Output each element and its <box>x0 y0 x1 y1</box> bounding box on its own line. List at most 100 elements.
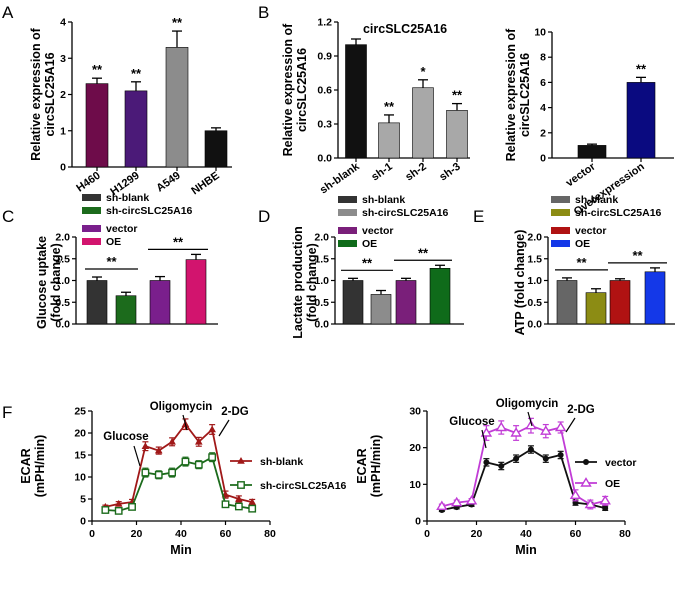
chart-B1-y-label-line2: circSLC25A16 <box>295 48 309 132</box>
chart-B1-y-label: Relative expression ofcircSLC25A16 <box>281 23 309 157</box>
chart-F2-y-tick-label: 10 <box>409 479 421 491</box>
chart-F2-marker <box>540 425 552 435</box>
chart-F1-x-tick-label: 20 <box>131 528 143 540</box>
panel-letter-c: C <box>2 207 14 226</box>
chart-F2-marker <box>450 496 463 507</box>
chart-E-y-tick-label: 1.5 <box>527 253 542 265</box>
chart-F1-y-tick-label: 10 <box>74 472 86 484</box>
chart-F2-legend-label: OE <box>605 478 620 490</box>
chart-B2-y-tick-label: 0 <box>540 153 546 165</box>
chart-F1-marker <box>235 495 243 502</box>
chart-D-legend-label: sh-circSLC25A16 <box>362 207 449 219</box>
panel-letter-f: F <box>2 403 12 422</box>
chart-F1-y-tick-label: 15 <box>74 450 86 462</box>
chart-F1-legend-marker <box>237 457 245 464</box>
chart-F2-marker <box>557 452 564 458</box>
chart-F2-annotation-glucose: Glucose <box>449 416 494 428</box>
chart-F2-annotation-oligomycin: Oligomycin <box>496 398 559 410</box>
chart-B2-y-tick-label: 6 <box>540 77 546 89</box>
chart-F2-y-tick-label: 20 <box>409 442 421 454</box>
chart-F2-x-tick-label: 80 <box>619 528 631 540</box>
chart-B1-y-tick-label: 1.2 <box>317 17 332 29</box>
chart-B1-category-label: sh-2 <box>403 161 428 184</box>
chart-F1-annotation-2dg: 2-DG <box>221 406 249 418</box>
chart-E-bar <box>585 292 607 325</box>
chart-C-y-tick-label: 0.5 <box>55 297 70 309</box>
chart-D-legend-swatch <box>338 196 357 203</box>
chart-F2-marker <box>513 455 520 462</box>
chart-F2-marker <box>436 500 448 511</box>
chart-F2-marker <box>599 494 611 505</box>
chart-F1-y-label: ECAR(mPH/min) <box>19 435 47 498</box>
chart-D-legend-swatch <box>338 209 357 216</box>
chart-F1-marker <box>221 500 230 509</box>
chart-C-bar <box>149 280 171 325</box>
chart-C-legend-swatch <box>82 238 101 245</box>
chart-C-bar <box>185 259 207 325</box>
chart-F1-y-tick-label: 0 <box>80 516 86 528</box>
chart-C-y-tick-label: 0.0 <box>55 319 70 331</box>
chart-F2-y-tick-label: 0 <box>415 516 421 528</box>
chart-F2-marker <box>569 489 582 500</box>
chart-E-legend-swatch <box>551 227 570 234</box>
chart-B1-category-label: sh-blank <box>318 160 363 196</box>
chart-F1-marker <box>195 437 203 445</box>
chart-F1-legend-label: sh-circSLC25A16 <box>260 480 347 492</box>
chart-F1-x-tick-label: 60 <box>220 528 232 540</box>
chart-B2-y-label-line1: Relative expression of <box>504 28 518 162</box>
chart-F1-marker <box>181 457 190 466</box>
chart-E-legend-swatch <box>551 240 570 247</box>
chart-A-category-label: H460 <box>74 170 102 195</box>
chart-A-category-label: NHBE <box>189 170 221 198</box>
chart-E-legend-label: sh-blank <box>575 194 618 206</box>
chart-D-bar <box>395 280 417 325</box>
chart-F2-marker <box>498 463 505 469</box>
chart-B2-bar <box>577 145 607 159</box>
chart-B2-y-tick-label: 10 <box>534 27 546 39</box>
chart-D-y-label: Lactate production(fold change) <box>291 226 319 339</box>
chart-E-y-tick-label: 0.5 <box>527 297 542 309</box>
chart-F1-x-tick-label: 0 <box>89 528 95 540</box>
chart-B1-bar <box>446 110 468 159</box>
chart-E-legend-swatch <box>551 196 570 203</box>
chart-B1-y-tick-label: 0.9 <box>317 51 332 63</box>
chart-F2-x-tick-label: 20 <box>471 528 483 540</box>
chart-F1-x-label: Min <box>170 543 192 557</box>
chart-E-significance: ** <box>632 248 643 263</box>
chart-C-legend-label: vector <box>106 223 138 235</box>
chart-F1-marker <box>114 499 123 507</box>
chart-F1-annotation-oligomycin: Oligomycin <box>150 401 213 413</box>
chart-E-y-tick-label: 1.0 <box>527 275 542 287</box>
chart-A-significance: ** <box>92 62 103 77</box>
chart-D-legend-label: OE <box>362 238 377 250</box>
chart-F1-marker <box>234 502 243 511</box>
chart-C-legend-swatch <box>82 225 101 232</box>
chart-F1-marker <box>128 503 136 511</box>
chart-E-legend-label: vector <box>575 225 607 237</box>
chart-F1-annotation-glucose: Glucose <box>103 431 148 443</box>
chart-D-bar <box>429 268 451 325</box>
chart-A-bar <box>204 130 228 168</box>
chart-E-y-tick-label: 2.0 <box>527 232 542 244</box>
panel-letter-a: A <box>2 3 14 22</box>
chart-A-y-label-line2: circSLC25A16 <box>43 52 57 136</box>
chart-C-y-tick-label: 1.5 <box>55 253 70 265</box>
chart-B1-bar <box>412 87 434 159</box>
chart-F1-annotation-pointer <box>133 445 141 467</box>
chart-B2-y-tick-label: 2 <box>540 127 546 139</box>
chart-A-significance: ** <box>172 15 183 30</box>
chart-F2-marker <box>465 494 478 505</box>
chart-F1-marker <box>208 425 216 433</box>
chart-F2-annotation-pointer <box>565 417 576 433</box>
chart-D-y-tick-label: 1.0 <box>314 275 329 287</box>
chart-F2-marker <box>525 419 537 430</box>
chart-B1-bar <box>345 44 367 159</box>
chart-E-bar <box>609 280 631 325</box>
panel-letter-e: E <box>473 207 484 226</box>
chart-B1-y-tick-label: 0.3 <box>317 119 332 131</box>
chart-C-legend-label: sh-circSLC25A16 <box>106 205 193 217</box>
chart-D-y-tick-label: 0.5 <box>314 297 329 309</box>
chart-E-legend-label: OE <box>575 238 590 250</box>
chart-D-bar <box>370 294 392 325</box>
chart-F1-marker <box>114 506 123 515</box>
